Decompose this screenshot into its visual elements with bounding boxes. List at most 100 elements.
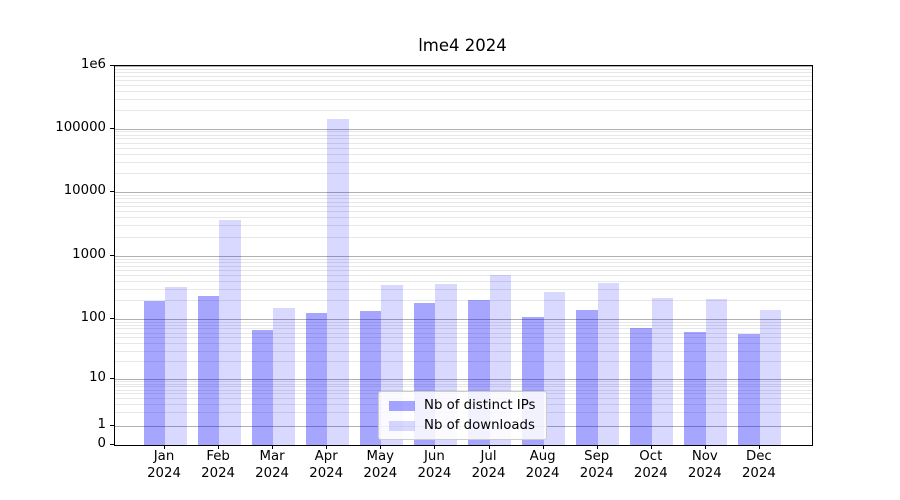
- x-tick-month: Feb: [206, 449, 230, 464]
- minor-gridline: [115, 211, 812, 213]
- major-gridline: [115, 379, 812, 381]
- x-tick-mark: [326, 445, 328, 449]
- x-tick-month: Jun: [424, 449, 445, 464]
- bar-downloads-mar: [273, 308, 295, 445]
- minor-gridline: [115, 386, 812, 388]
- bar-ips-nov: [684, 332, 706, 445]
- x-tick-year: 2024: [363, 465, 398, 481]
- x-tick-mark: [272, 445, 274, 449]
- x-tick-mark: [650, 445, 652, 449]
- minor-gridline: [115, 198, 812, 199]
- chart-title: lme4 2024: [418, 36, 507, 55]
- y-tick-mark: [110, 378, 114, 380]
- minor-gridline: [115, 265, 812, 267]
- bar-downloads-nov: [705, 299, 728, 445]
- x-tick-label: Jan 2024: [147, 449, 181, 482]
- bar-downloads-apr: [327, 119, 349, 445]
- x-tick-mark: [218, 445, 220, 449]
- y-tick-label: 100000: [55, 119, 106, 135]
- minor-gridline: [115, 194, 812, 196]
- x-tick-label: Oct 2024: [634, 449, 668, 482]
- minor-gridline: [115, 90, 812, 92]
- minor-gridline: [115, 262, 812, 263]
- minor-gridline: [115, 142, 812, 144]
- legend-swatch-downloads: [389, 420, 415, 431]
- x-tick-year: 2024: [579, 465, 614, 481]
- minor-gridline: [115, 84, 812, 86]
- bar-ips-dec: [738, 333, 760, 445]
- x-tick-year: 2024: [525, 465, 560, 481]
- bar-ips-feb: [197, 295, 220, 445]
- bar-downloads-sep: [597, 283, 620, 445]
- minor-gridline: [115, 337, 812, 339]
- x-tick-label: Feb 2024: [201, 449, 235, 482]
- minor-gridline: [115, 236, 812, 238]
- minor-gridline: [115, 172, 812, 174]
- minor-gridline: [115, 321, 812, 323]
- minor-gridline: [115, 383, 812, 385]
- y-tick-label: 10000: [63, 182, 106, 198]
- minor-gridline: [115, 328, 812, 330]
- x-tick-mark: [488, 445, 490, 449]
- y-tick-label: 1: [97, 417, 106, 433]
- bar-ips-may: [359, 310, 382, 445]
- y-tick-mark: [110, 444, 114, 445]
- x-tick-year: 2024: [147, 465, 181, 481]
- y-tick-label: 1e6: [80, 57, 106, 72]
- minor-gridline: [115, 269, 812, 271]
- legend: Nb of distinct IPs Nb of downloads: [378, 391, 548, 440]
- bar-ips-sep: [576, 309, 598, 445]
- legend-swatch-distinct-ips: [389, 400, 415, 411]
- major-gridline: [115, 128, 812, 130]
- x-tick-mark: [542, 445, 544, 449]
- major-gridline: [115, 66, 812, 67]
- legend-entry-distinct-ips: Nb of distinct IPs: [389, 398, 535, 413]
- minor-gridline: [115, 343, 812, 344]
- x-tick-year: 2024: [417, 465, 452, 481]
- minor-gridline: [115, 98, 812, 100]
- y-tick-label: 1000: [72, 246, 106, 262]
- x-tick-year: 2024: [471, 465, 506, 481]
- minor-gridline: [115, 134, 812, 136]
- x-tick-month: May: [366, 449, 395, 464]
- bar-downloads-dec: [759, 309, 782, 445]
- minor-gridline: [115, 75, 812, 77]
- bar-ips-jan: [143, 300, 165, 445]
- minor-gridline: [115, 161, 812, 163]
- minor-gridline: [115, 217, 812, 219]
- x-tick-mark: [596, 445, 598, 449]
- x-tick-label: Dec 2024: [742, 449, 776, 482]
- bar-downloads-oct: [651, 298, 674, 445]
- legend-label-distinct-ips: Nb of distinct IPs: [424, 398, 536, 413]
- x-tick-label: Nov 2024: [688, 449, 722, 482]
- bar-downloads-aug: [543, 292, 566, 445]
- x-tick-month: Jan: [153, 449, 175, 464]
- x-tick-mark: [704, 445, 706, 449]
- x-tick-month: Sep: [584, 449, 610, 464]
- bar-ips-mar: [251, 329, 274, 445]
- minor-gridline: [115, 147, 812, 149]
- x-tick-mark: [758, 445, 760, 449]
- y-tick-label: 100: [80, 310, 106, 326]
- major-gridline: [115, 191, 812, 193]
- x-tick-year: 2024: [201, 465, 236, 481]
- minor-gridline: [115, 153, 812, 155]
- x-tick-month: Mar: [259, 449, 285, 464]
- major-gridline: [115, 319, 812, 321]
- legend-entry-downloads: Nb of downloads: [389, 418, 535, 433]
- minor-gridline: [115, 332, 812, 334]
- minor-gridline: [115, 361, 812, 362]
- bar-ips-apr: [305, 312, 328, 445]
- legend-label-downloads: Nb of downloads: [424, 418, 535, 433]
- minor-gridline: [115, 274, 812, 276]
- x-tick-label: Sep 2024: [580, 449, 614, 482]
- x-tick-label: Jun 2024: [417, 449, 451, 482]
- x-tick-year: 2024: [687, 465, 722, 481]
- y-tick-mark: [110, 425, 114, 427]
- minor-gridline: [115, 131, 812, 133]
- x-tick-label: May 2024: [363, 449, 397, 482]
- minor-gridline: [115, 225, 812, 227]
- y-tick-mark: [110, 127, 114, 129]
- minor-gridline: [115, 281, 812, 283]
